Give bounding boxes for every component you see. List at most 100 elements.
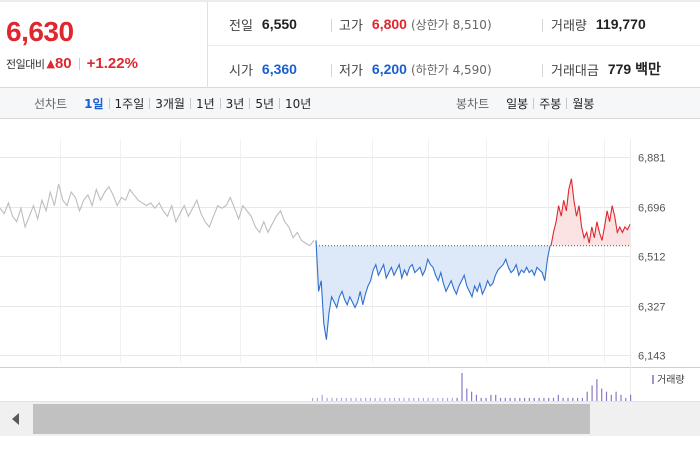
volume-bar bbox=[499, 397, 502, 401]
volume-legend-swatch bbox=[652, 375, 654, 384]
current-price: 6,630 bbox=[6, 16, 74, 47]
intraday-price-chart[interactable]: 6,881 6,696 6,512 6,327 6,143 거래량 bbox=[0, 119, 700, 401]
line-chart-tabs: 선차트 1일 1주일 3개월 1년 3년 5년 10년 bbox=[34, 88, 316, 119]
volume-bar bbox=[475, 394, 477, 401]
up-arrow-icon: ▲ bbox=[46, 57, 55, 70]
tab-10-years[interactable]: 10년 bbox=[285, 97, 312, 111]
y-tick-label: 6,327 bbox=[638, 302, 666, 314]
upper-limit: (상한가 8,510) bbox=[410, 17, 492, 32]
stat-label: 거래대금 bbox=[551, 63, 599, 79]
volume-bar bbox=[321, 394, 323, 401]
stat-low: 저가 6,200 (하한가 4,590) bbox=[339, 60, 492, 79]
volume-bar bbox=[461, 373, 463, 401]
tab-divider bbox=[219, 98, 221, 109]
down-price-line bbox=[315, 240, 551, 340]
up-price-line bbox=[550, 178, 631, 246]
up-area-fill bbox=[551, 178, 630, 246]
volume-bar bbox=[480, 397, 482, 401]
chart-scrollbar[interactable] bbox=[0, 401, 700, 436]
tab-divider bbox=[566, 98, 568, 109]
volume-bar bbox=[615, 391, 617, 401]
volume-bar bbox=[630, 394, 632, 401]
volume-bar bbox=[384, 397, 386, 401]
volume-bar bbox=[557, 394, 559, 401]
volume-bar bbox=[369, 397, 371, 401]
stats-row-divider bbox=[208, 45, 700, 46]
volume-bar bbox=[355, 397, 357, 401]
volume-bar bbox=[538, 397, 540, 401]
stat-label: 고가 bbox=[339, 18, 363, 34]
tab-divider bbox=[149, 98, 151, 109]
volume-bar bbox=[552, 397, 555, 401]
volume-bar bbox=[605, 391, 608, 401]
tab-weekly-candle[interactable]: 주봉 bbox=[539, 97, 562, 111]
volume-bar bbox=[422, 397, 424, 401]
tab-3-years[interactable]: 3년 bbox=[225, 97, 245, 111]
tab-5-years[interactable]: 5년 bbox=[255, 97, 275, 111]
volume-bar bbox=[360, 397, 362, 401]
volume-bar bbox=[543, 397, 545, 401]
volume-bar bbox=[485, 397, 487, 401]
volume-bar bbox=[519, 397, 521, 401]
volume-bar bbox=[340, 397, 343, 401]
volume-bar bbox=[408, 397, 410, 401]
volume-bar bbox=[610, 394, 612, 401]
stat-value: 6,360 bbox=[261, 61, 297, 77]
volume-bar bbox=[562, 397, 564, 401]
volume-bar bbox=[586, 391, 588, 401]
stat-divider bbox=[331, 64, 332, 77]
volume-bar bbox=[524, 397, 526, 401]
scroll-left-button[interactable] bbox=[0, 402, 32, 436]
stat-divider bbox=[542, 64, 543, 77]
volume-bar bbox=[490, 394, 492, 401]
chevron-left-icon bbox=[12, 413, 19, 425]
volume-bar bbox=[326, 397, 328, 401]
volume-bar bbox=[316, 397, 318, 401]
volume-bar bbox=[533, 397, 535, 401]
scrollbar-thumb[interactable] bbox=[33, 404, 590, 434]
change-label: 전일대비 bbox=[6, 57, 45, 71]
volume-bars bbox=[312, 373, 632, 401]
tab-divider bbox=[108, 98, 110, 109]
volume-bar bbox=[413, 397, 415, 401]
volume-bar bbox=[446, 397, 449, 401]
stat-high: 고가 6,800 (상한가 8,510) bbox=[339, 15, 492, 34]
volume-bar bbox=[345, 397, 347, 401]
volume-bar bbox=[456, 397, 458, 401]
stat-label: 거래량 bbox=[551, 18, 587, 34]
volume-bar bbox=[312, 397, 314, 401]
stat-divider bbox=[331, 19, 332, 32]
tab-3-months[interactable]: 3개월 bbox=[155, 97, 185, 111]
tab-daily-candle[interactable]: 일봉 bbox=[506, 97, 529, 111]
tab-1-day[interactable]: 1일 bbox=[84, 97, 104, 111]
chart-svg: 6,881 6,696 6,512 6,327 6,143 거래량 bbox=[0, 139, 700, 401]
volume-bar bbox=[591, 385, 593, 401]
chart-fills bbox=[316, 178, 630, 340]
volume-bar bbox=[504, 397, 506, 401]
volume-bar bbox=[331, 397, 333, 401]
change-percent: +1.22% bbox=[86, 55, 138, 72]
volume-bar bbox=[418, 397, 420, 401]
prev-day-line bbox=[0, 183, 315, 247]
volume-bar bbox=[350, 397, 352, 401]
tab-1-year[interactable]: 1년 bbox=[195, 97, 215, 111]
y-tick-label: 6,696 bbox=[638, 203, 666, 215]
stat-label: 전일 bbox=[229, 18, 253, 34]
tab-monthly-candle[interactable]: 월봉 bbox=[572, 97, 595, 111]
tab-1-week[interactable]: 1주일 bbox=[114, 97, 145, 111]
stat-value: 6,550 bbox=[261, 16, 297, 32]
volume-bar bbox=[442, 397, 444, 401]
volume-bar bbox=[336, 397, 338, 401]
volume-legend: 거래량 bbox=[652, 374, 685, 386]
price-summary: 6,630 전일대비 ▲ 80 +1.22% 전일 6,550 고가 6,800… bbox=[0, 0, 700, 88]
stat-volume: 거래량 119,770 bbox=[551, 15, 646, 34]
volume-bar bbox=[379, 397, 381, 401]
stat-value: 6,800 bbox=[371, 16, 407, 32]
y-tick-label: 6,881 bbox=[638, 153, 666, 165]
stat-label: 시가 bbox=[229, 63, 253, 79]
volume-bar bbox=[514, 397, 516, 401]
y-axis: 6,881 6,696 6,512 6,327 6,143 bbox=[638, 153, 666, 363]
chart-period-tabs: 선차트 1일 1주일 3개월 1년 3년 5년 10년 봉차트 일봉 주봉 월봉 bbox=[0, 88, 700, 119]
stat-value: 119,770 bbox=[595, 16, 646, 32]
candle-chart-label: 봉차트 bbox=[456, 97, 490, 111]
